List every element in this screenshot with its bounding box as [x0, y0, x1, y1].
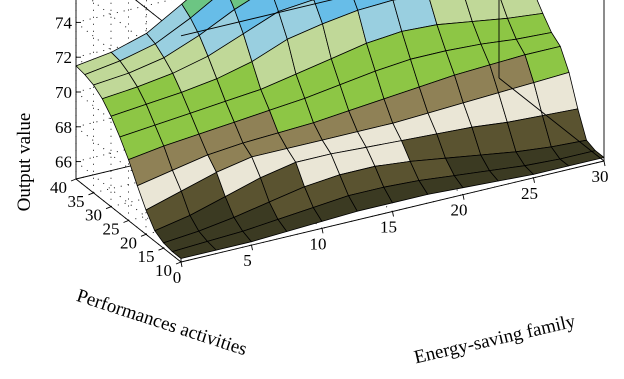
x-tick-mark	[393, 212, 394, 217]
y-tick-mark	[176, 262, 181, 264]
y-tick-label: 10	[155, 261, 172, 280]
z-tick-label: 68	[55, 118, 72, 137]
z-tick-label: 66	[55, 153, 72, 172]
x-tick-mark	[463, 195, 464, 200]
x-tick-mark	[181, 262, 182, 267]
surface	[76, 0, 604, 258]
x-tick-label: 10	[310, 234, 327, 253]
z-tick-label: 70	[55, 83, 72, 102]
x-tick-mark	[604, 161, 605, 166]
y-tick-label: 15	[138, 247, 155, 266]
x-tick-mark	[252, 245, 253, 250]
z-axis-title: Output value	[14, 113, 35, 212]
y-tick-mark	[89, 193, 94, 195]
x-tick-mark	[534, 178, 535, 183]
x-tick-label: 20	[451, 201, 468, 220]
y-tick-mark	[141, 234, 146, 236]
x-tick-label: 25	[521, 184, 538, 203]
y-tick-label: 30	[85, 206, 102, 225]
y-tick-mark	[159, 248, 164, 250]
z-tick-label: 72	[55, 48, 72, 67]
y-axis-title: Performances activities	[74, 285, 250, 360]
x-tick-label: 5	[243, 251, 252, 270]
x-tick-label: 15	[380, 218, 397, 237]
y-tick-label: 25	[103, 220, 120, 239]
x-tick-mark	[322, 228, 323, 233]
y-tick-label: 20	[120, 233, 137, 252]
y-tick-mark	[124, 221, 129, 223]
x-axis-title: Energy-saving family	[412, 311, 578, 369]
y-tick-mark	[71, 179, 76, 181]
y-tick-label: 35	[68, 192, 85, 211]
x-tick-label: 30	[592, 167, 609, 186]
z-tick-label: 74	[55, 13, 73, 32]
y-tick-mark	[106, 207, 111, 209]
y-tick-label: 40	[50, 178, 67, 197]
x-tick-label: 0	[173, 268, 182, 287]
